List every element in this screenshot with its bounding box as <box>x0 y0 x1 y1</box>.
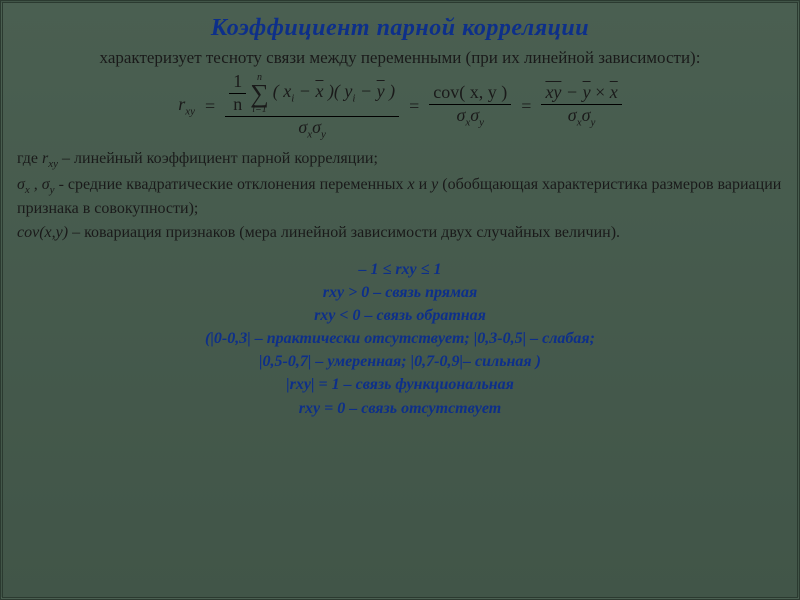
equals-2: = <box>407 96 421 117</box>
bounds-line-5: |0,5-0,7| – умеренная; |0,7-0,9|– сильна… <box>17 350 783 373</box>
explain-cov: cov(x,y) – ковариация признаков (мера ли… <box>17 222 783 244</box>
explain-sigmas: σx , σy - средние квадратические отклоне… <box>17 174 783 220</box>
bounds-line-1: – 1 ≤ rxy ≤ 1 <box>17 258 783 281</box>
bounds-line-4: (|0-0,3| – практически отсутствует; |0,3… <box>17 327 783 350</box>
intro-text: характеризует тесноту связи между переме… <box>17 48 783 68</box>
lhs: rxy <box>178 94 195 118</box>
bounds-line-2: rxy > 0 – связь прямая <box>17 281 783 304</box>
equals-1: = <box>203 96 217 117</box>
equals-3: = <box>519 96 533 117</box>
bounds-line-7: rxy = 0 – связь отсутствует <box>17 397 783 420</box>
correlation-bounds: – 1 ≤ rxy ≤ 1 rxy > 0 – связь прямая rxy… <box>17 258 783 420</box>
fraction-cov: cov( x, y ) σxσy <box>429 83 511 128</box>
explain-rxy: где rxy – линейный коэффициент парной ко… <box>17 148 783 172</box>
fraction-sum: 1 n n ∑ i=1 ( xi − x )( yi − y ) σxσy <box>225 72 399 140</box>
slide-title: Коэффициент парной корреляции <box>17 15 783 42</box>
bounds-line-3: rxy < 0 – связь обратная <box>17 304 783 327</box>
correlation-formula: rxy = 1 n n ∑ i=1 ( xi − x )( yi − y ) σ… <box>17 72 783 140</box>
bounds-line-6: |rxy| = 1 – связь функциональная <box>17 373 783 396</box>
fraction-xybar: xy − y × x σxσy <box>541 83 621 128</box>
slide-frame: Коэффициент парной корреляции характериз… <box>0 0 800 600</box>
